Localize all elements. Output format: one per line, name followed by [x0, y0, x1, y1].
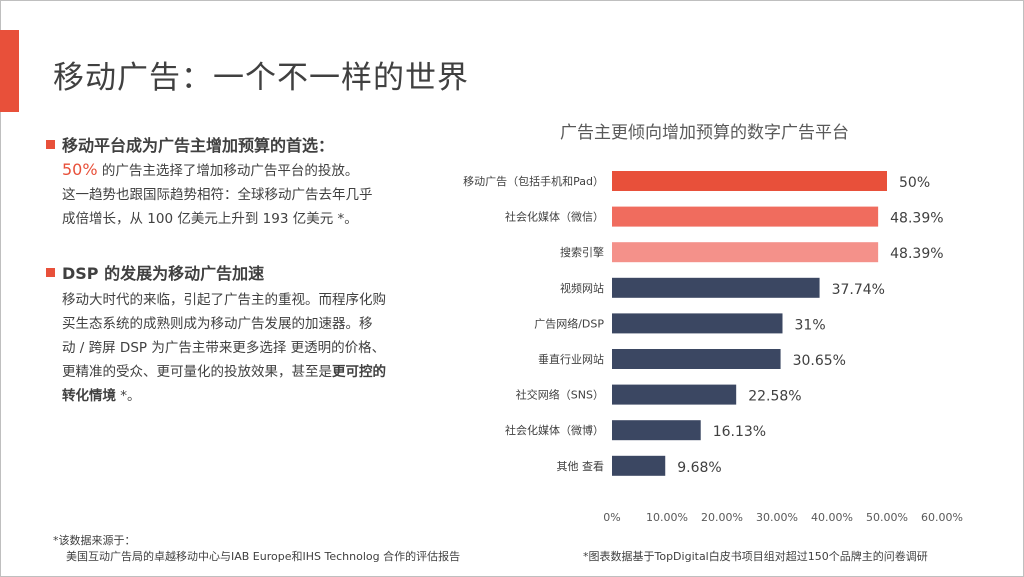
x-tick-label-1: 10.00% — [646, 511, 688, 524]
slide-title: 移动广告：一个不一样的世界 — [53, 60, 469, 96]
bullet-block-mobile-budget: 移动平台成为广告主增加预算的首选： 50% 的广告主选择了增加移动广告平台的投放… — [46, 132, 436, 231]
category-label-2: 搜索引擎 — [560, 245, 604, 259]
body-line: 转化情境 *。 — [62, 384, 436, 408]
bullet-heading-dsp: DSP 的发展为移动广告加速 — [46, 260, 436, 284]
bar-2 — [612, 242, 879, 263]
bullet-heading-mobile-budget: 移动平台成为广告主增加预算的首选： — [46, 132, 436, 156]
x-tick-label-2: 20.00% — [701, 511, 743, 524]
value-label-3: 37.74% — [832, 282, 885, 298]
source-note-line1: *该数据来源于： — [53, 534, 136, 547]
value-label-7: 16.13% — [713, 424, 766, 440]
category-label-3: 视频网站 — [560, 281, 604, 295]
x-tick-label-3: 30.00% — [756, 511, 798, 524]
value-label-5: 30.65% — [793, 353, 846, 369]
body-text: *。 — [116, 388, 141, 404]
category-label-0: 移动广告（包括手机和Pad） — [463, 174, 604, 188]
bar-3 — [612, 277, 820, 298]
body-line: 移动大时代的来临，引起了广告主的重视。而程序化购 — [62, 292, 386, 308]
value-label-1: 48.39% — [890, 211, 943, 227]
bullet-body-mobile-budget: 50% 的广告主选择了增加移动广告平台的投放。 这一趋势也跟国际趋势相符：全球移… — [46, 158, 436, 231]
x-tick-label-0: 0% — [603, 511, 620, 524]
bar-0 — [612, 171, 887, 191]
body-text: 的广告主选择了增加移动广告平台的投放。 — [97, 163, 359, 179]
bullet-heading-text: 移动平台成为广告主增加预算的首选： — [62, 136, 335, 155]
highlight-percent: 50% — [62, 160, 98, 179]
chart-source-note: *图表数据基于TopDigital白皮书项目组对超过150个品牌主的问卷调研 — [583, 550, 928, 563]
body-line: 这一趋势也跟国际趋势相符：全球移动广告去年几乎 — [62, 187, 373, 203]
bullet-body-dsp: 移动大时代的来临，引起了广告主的重视。而程序化购 买生态系统的成熟则成为移动广告… — [46, 288, 436, 408]
bar-4 — [612, 313, 783, 334]
body-line: 50% 的广告主选择了增加移动广告平台的投放。 — [62, 158, 436, 183]
body-line: 成倍增长，从 100 亿美元上升到 193 亿美元 *。 — [62, 211, 358, 227]
category-label-4: 广告网络/DSP — [534, 316, 604, 330]
bullet-block-dsp: DSP 的发展为移动广告加速 移动大时代的来临，引起了广告主的重视。而程序化购 … — [46, 260, 436, 408]
chart-title: 广告主更倾向增加预算的数字广告平台 — [560, 123, 849, 143]
category-label-7: 社会化媒体（微博） — [505, 423, 604, 437]
title-accent-bar — [0, 30, 19, 112]
value-label-2: 48.39% — [890, 246, 943, 262]
body-text-bold: 更可控的 — [332, 364, 386, 380]
category-label-8: 其他 查看 — [557, 459, 605, 473]
value-label-6: 22.58% — [748, 389, 801, 405]
body-line: 动 / 跨屏 DSP 为广告主带来更多选择 更透明的价格、 — [62, 340, 386, 356]
bar-1 — [612, 206, 879, 227]
category-label-5: 垂直行业网站 — [538, 352, 604, 366]
bar-8 — [612, 455, 666, 476]
value-label-4: 31% — [795, 317, 826, 333]
category-label-1: 社会化媒体（微信） — [505, 210, 604, 224]
body-line: 更精准的受众、更可量化的投放效果，甚至是更可控的 — [62, 360, 436, 384]
bullet-square-icon — [46, 139, 55, 149]
source-note-line2: 美国互动广告局的卓越移动中心与IAB Europe和IHS Technolog … — [66, 550, 461, 563]
x-tick-label-5: 50.00% — [866, 511, 908, 524]
body-line: 买生态系统的成熟则成为移动广告发展的加速器。移 — [62, 316, 373, 332]
body-text-bold: 转化情境 — [62, 388, 116, 404]
bar-7 — [612, 420, 701, 441]
x-tick-label-4: 40.00% — [811, 511, 853, 524]
category-label-6: 社交网络（SNS） — [516, 388, 604, 402]
bullet-square-icon — [46, 267, 55, 277]
bar-5 — [612, 349, 781, 369]
body-text: 更精准的受众、更可量化的投放效果，甚至是 — [62, 364, 332, 380]
value-label-0: 50% — [899, 175, 930, 191]
bar-6 — [612, 384, 737, 405]
value-label-8: 9.68% — [677, 460, 721, 476]
bullet-heading-text: DSP 的发展为移动广告加速 — [62, 264, 265, 283]
x-tick-label-6: 60.00% — [921, 511, 963, 524]
